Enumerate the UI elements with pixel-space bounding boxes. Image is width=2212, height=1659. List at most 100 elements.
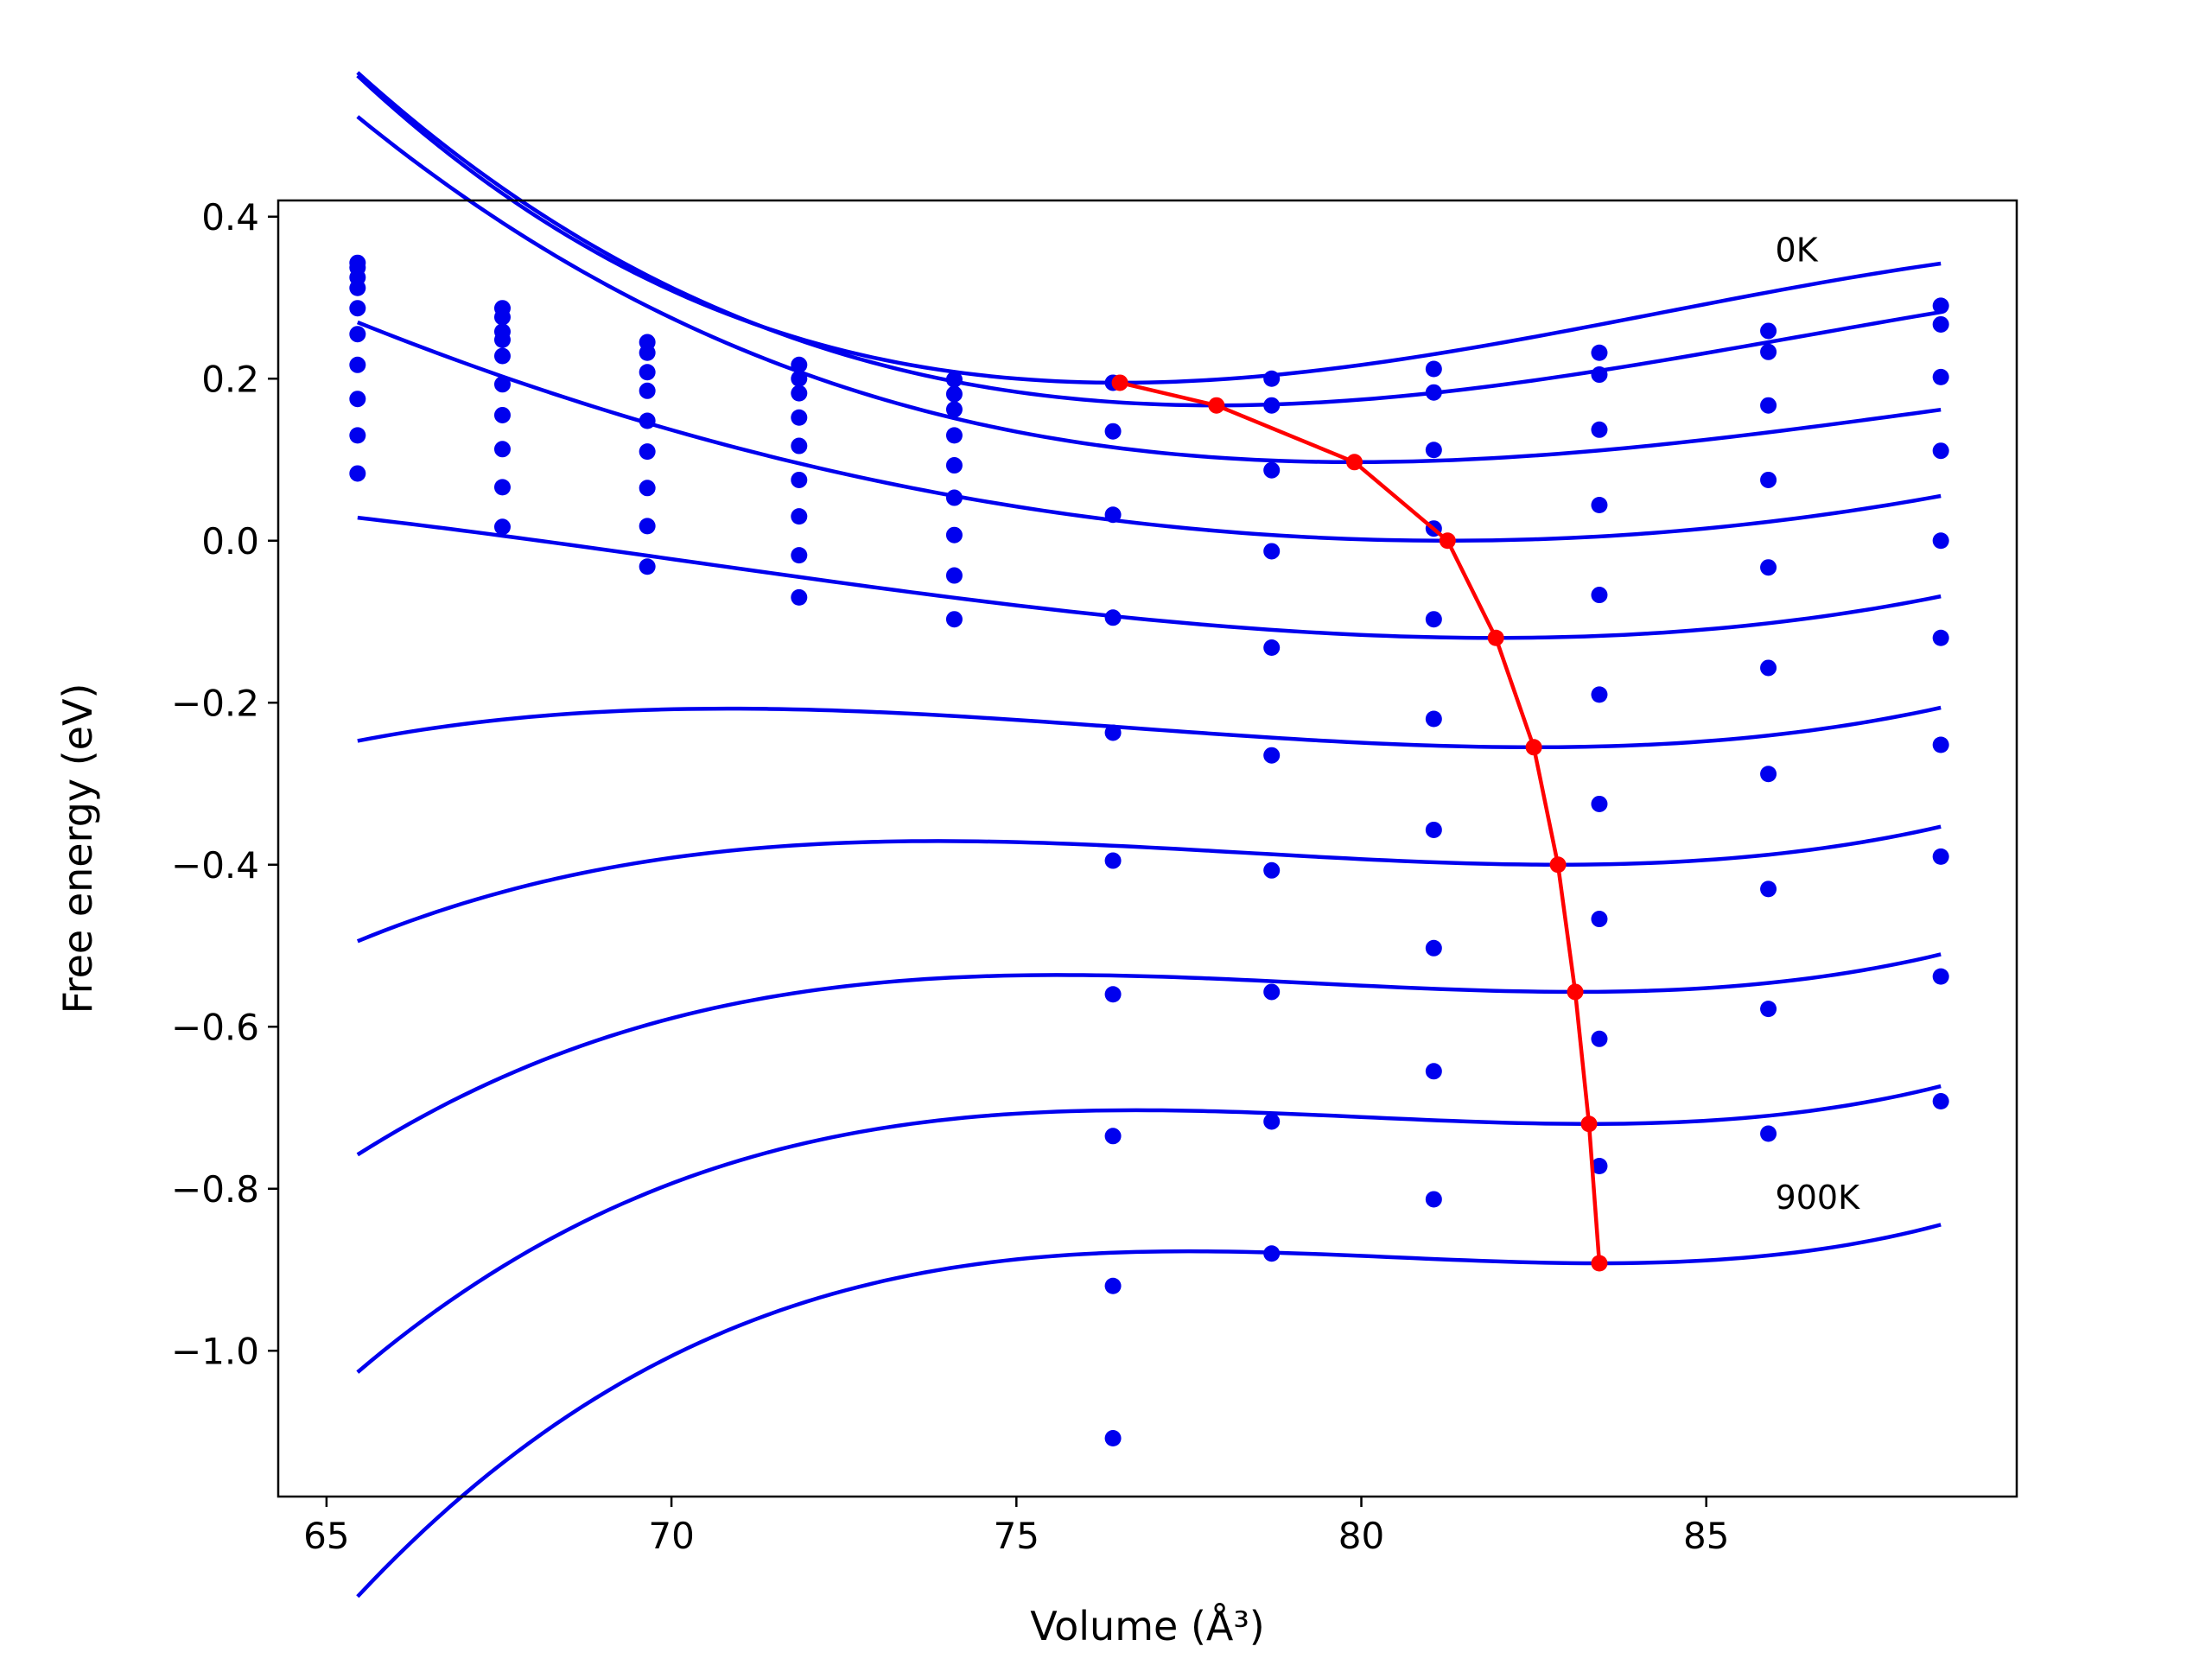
data-point-600K-6 [1263,861,1281,879]
data-point-800K-9 [1760,1001,1777,1018]
data-point-100K-5 [1104,423,1122,440]
data-point-0K-3 [791,356,808,373]
data-point-200K-9 [1760,397,1777,414]
x-tick-label-80: 80 [1338,1515,1384,1557]
data-point-0K-7 [1425,360,1442,378]
data-point-100K-7 [1425,384,1442,401]
data-point-400K-0 [349,300,366,317]
x-tick-label-85: 85 [1683,1515,1729,1557]
data-point-300K-6 [1263,543,1281,560]
minimum-path-line [1119,380,1602,1264]
data-point-800K-8 [1591,1030,1608,1047]
data-point-800K-5 [1104,1277,1122,1294]
minimum-point-5 [1525,739,1542,756]
data-point-400K-2 [639,412,656,429]
y-tick-label-2: 0.0 [201,520,259,563]
data-point-900K-5 [1104,1430,1122,1446]
minimum-point-2 [1346,454,1363,471]
data-point-0K-8 [1591,344,1608,361]
data-point-500K-8 [1591,686,1608,703]
minimum-point-7 [1567,983,1584,1001]
y-tick-label-4: −0.4 [171,844,259,887]
data-point-800K-6 [1263,1113,1281,1130]
fit-curve-0K [356,73,1942,385]
data-point-400K-3 [791,437,808,454]
fit-curve-500K [357,705,1942,750]
y-tick-label-1: 0.2 [201,358,259,400]
data-point-500K-1 [493,376,511,393]
minimum-path [1111,374,1608,1272]
data-point-900K-8 [1591,1158,1608,1174]
data-point-300K-2 [639,382,656,399]
data-point-100K-6 [1263,397,1281,414]
data-point-100K-4 [945,385,963,403]
data-point-500K-9 [1760,659,1777,677]
minimum-point-8 [1580,1116,1598,1133]
annotation-900k: 900K [1776,1179,1861,1217]
minimum-point-1 [1208,397,1225,414]
y-tick-label-6: −0.8 [171,1168,259,1211]
y-axis-label: Free energy (eV) [54,683,101,1014]
fit-curve-900K [356,1223,1942,1599]
minimum-point-9 [1591,1255,1608,1272]
x-axis-ticks: 65 70 75 80 85 [303,1497,1729,1557]
data-point-100K-10 [1932,315,1949,333]
fit-curve-200K [356,115,1942,465]
data-point-900K-9 [1760,1125,1777,1142]
data-point-700K-8 [1591,911,1608,928]
data-point-500K-10 [1932,629,1949,646]
x-axis-label: Volume (Å³) [1030,1603,1265,1649]
minimum-point-4 [1487,629,1504,646]
y-axis-ticks: 0.4 0.2 0.0 −0.2 −0.4 −0.6 −0.8 −1.0 [171,196,278,1372]
data-point-600K-0 [349,356,366,373]
data-point-600K-5 [1104,986,1122,1003]
data-point-100K-2 [639,344,656,361]
data-point-200K-5 [1104,506,1122,524]
data-point-500K-7 [1425,710,1442,728]
data-point-200K-6 [1263,461,1281,479]
y-tick-label-7: −1.0 [171,1330,259,1372]
data-point-800K-2 [639,558,656,575]
data-point-800K-7 [1425,1063,1442,1080]
data-point-500K-3 [791,471,808,488]
data-point-400K-5 [1104,724,1122,741]
data-point-900K-10 [1932,1093,1949,1109]
y-tick-label-5: −0.6 [171,1006,259,1048]
data-point-700K-4 [945,567,963,584]
data-point-900K-6 [1263,1245,1281,1262]
data-point-0K-10 [1932,297,1949,315]
data-point-300K-1 [493,331,511,348]
annotation-0k: 0K [1776,231,1819,269]
data-point-600K-2 [639,480,656,497]
data-point-500K-6 [1263,747,1281,764]
data-point-200K-8 [1591,421,1608,438]
data-point-800K-3 [791,588,808,606]
fit-curve-600K [356,824,1942,944]
data-point-500K-5 [1104,852,1122,869]
curve-annotations: 0K 900K [1776,231,1861,1217]
data-point-100K-8 [1591,366,1608,384]
data-points [349,254,1949,1446]
x-tick-label-75: 75 [994,1515,1039,1557]
data-point-700K-10 [1932,848,1949,865]
data-point-200K-4 [945,401,963,418]
data-point-800K-4 [945,611,963,628]
data-point-400K-6 [1263,639,1281,656]
data-point-700K-2 [639,518,656,535]
data-point-700K-3 [791,547,808,564]
y-tick-label-0: 0.4 [201,196,259,238]
data-point-100K-9 [1760,343,1777,360]
data-point-400K-10 [1932,532,1949,550]
data-point-300K-3 [791,409,808,426]
data-point-300K-4 [945,427,963,444]
data-point-0K-6 [1263,370,1281,387]
data-point-600K-7 [1425,821,1442,838]
minimum-point-3 [1439,532,1456,550]
data-point-300K-0 [349,279,366,296]
fitted-curves [356,71,1942,1599]
data-point-600K-10 [1932,736,1949,753]
data-point-700K-7 [1425,939,1442,957]
data-point-400K-4 [945,457,963,474]
data-point-800K-0 [349,427,366,444]
data-point-200K-7 [1425,442,1442,459]
